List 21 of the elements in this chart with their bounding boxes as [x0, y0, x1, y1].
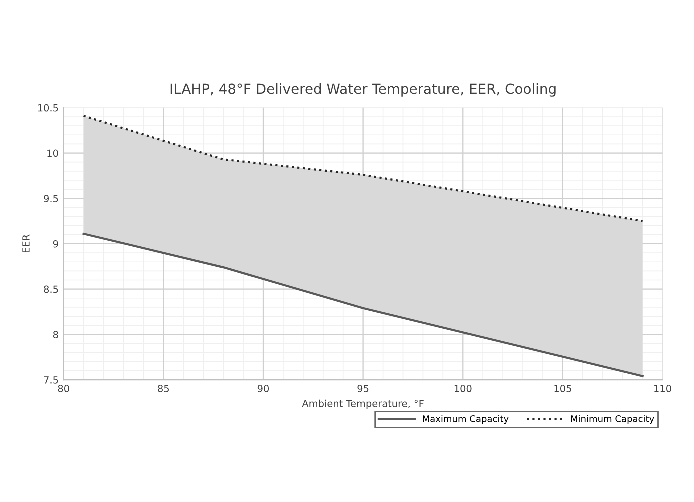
y-tick-label: 9 — [53, 240, 58, 248]
line-series — [82, 232, 644, 378]
legend-label: Minimum Capacity — [571, 415, 654, 424]
x-tick-label: 95 — [358, 385, 369, 392]
y-tick-label: 8 — [53, 331, 58, 338]
x-tick-label: 85 — [158, 385, 170, 392]
x-tick-label: 90 — [258, 385, 270, 392]
chart-title: ILAHP, 48°F Delivered Water Temperature, EER, Cooling — [170, 83, 556, 97]
y-tick-label: 7.5 — [44, 376, 58, 384]
line-series — [82, 115, 644, 222]
y-tick-label: 8.5 — [44, 286, 58, 294]
y-tick-label: 9.5 — [44, 195, 58, 202]
legend-label: Maximum Capacity — [423, 415, 509, 424]
y-tick-label: 10 — [48, 150, 58, 158]
y-tick-label: 10.5 — [38, 104, 58, 112]
x-tick-label: 100 — [454, 385, 472, 392]
x-tick-label: 110 — [654, 385, 672, 392]
x-tick-label: 105 — [554, 385, 572, 392]
x-tick-label: 80 — [58, 385, 70, 392]
y-axis-title: EER — [22, 234, 30, 253]
x-axis-title: Ambient Temperature, °F — [302, 400, 424, 410]
